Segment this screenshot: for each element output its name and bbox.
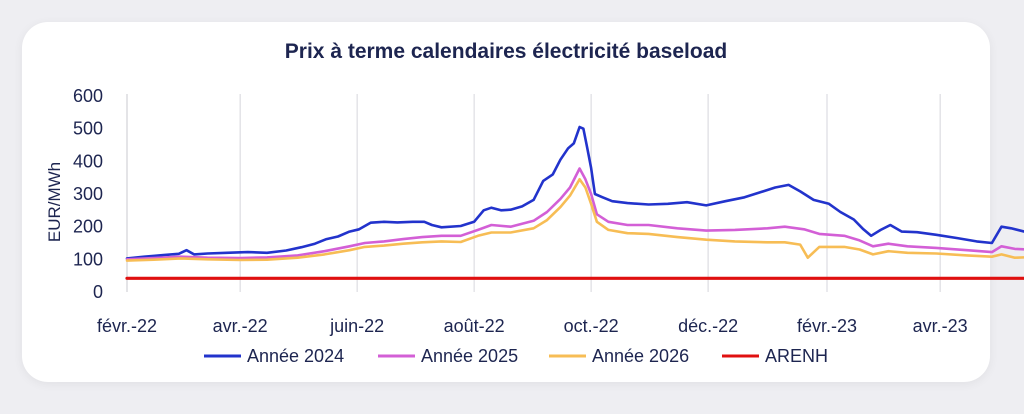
y-tick-label: 100 (73, 249, 103, 269)
legend-label: Année 2025 (421, 346, 518, 366)
y-axis-label: EUR/MWh (45, 162, 64, 242)
x-tick-label: avr.-22 (213, 316, 268, 336)
legend-label: Année 2024 (247, 346, 344, 366)
y-tick-label: 600 (73, 86, 103, 106)
y-tick-labels: 0 100 200 300 400 500 600 (73, 86, 103, 302)
y-tick-label: 200 (73, 217, 103, 237)
x-tick-label: févr.-23 (797, 316, 857, 336)
series-line-ann-e-2024 (125, 125, 1024, 260)
x-tick-label: févr.-22 (97, 316, 157, 336)
x-tick-label: avr.-23 (913, 316, 968, 336)
chart-title: Prix à terme calendaires électricité bas… (284, 40, 728, 63)
series-lines (125, 125, 1024, 280)
x-tick-label: août-22 (444, 316, 505, 336)
series-line-ann-e-2025 (125, 167, 1024, 261)
legend-label: ARENH (765, 346, 828, 366)
legend: Année 2024 Année 2025 Année 2026 ARENH (204, 346, 828, 366)
x-tick-labels: févr.-22 avr.-22 juin-22 août-22 oct.-22 déc.… (97, 316, 968, 336)
x-tick-label: juin-22 (329, 316, 384, 336)
series-line-ann-e-2026 (125, 178, 1024, 262)
legend-label: Année 2026 (592, 346, 689, 366)
y-tick-label: 500 (73, 119, 103, 139)
x-tick-label: déc.-22 (678, 316, 738, 336)
grid-lines (126, 94, 941, 292)
chart-card: Prix à terme calendaires électricité bas… (22, 22, 990, 382)
y-tick-label: 0 (93, 282, 103, 302)
y-tick-label: 400 (73, 151, 103, 171)
x-tick-label: oct.-22 (564, 316, 619, 336)
y-tick-label: 300 (73, 184, 103, 204)
